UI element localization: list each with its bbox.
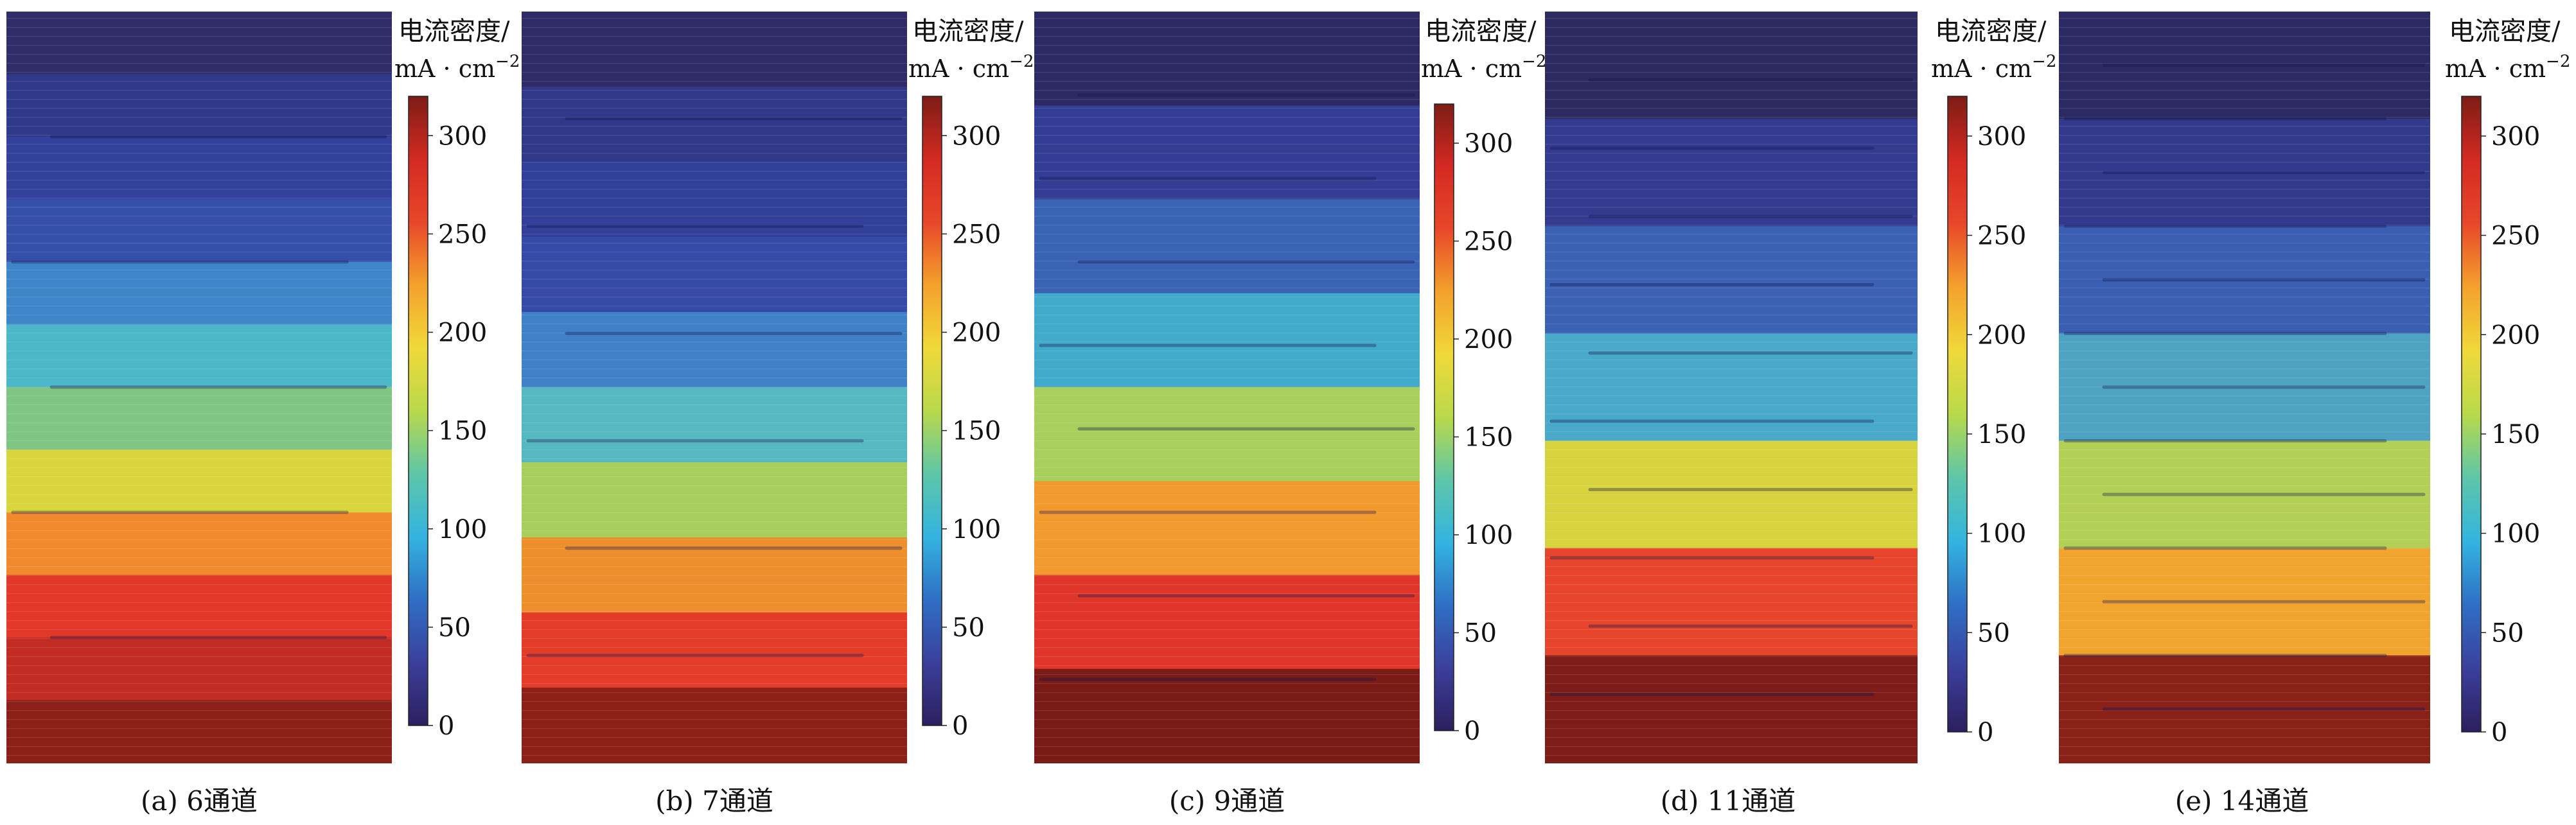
panel-1: 0 50 100 150 200 250 300 电流密度/mA · cm−2 (a) 6通道 [6,12,520,817]
panel-3: 0 50 100 150 200 250 300 电流密度/mA · cm−2 (c) 9通道 [1034,12,1546,817]
serpentine-texture [2059,12,2430,763]
colorbar-unit: mA · cm−2 [394,52,520,83]
colorbar-tick-label: 100 [1464,521,1513,550]
colorbar-tick-label: 200 [2491,320,2540,350]
panel-4: 0 50 100 150 200 250 300 电流密度/mA · cm−2 (d) 11通道 [1545,12,2056,817]
colorbar-tick-label: 100 [438,515,487,544]
colorbar-tick-label: 250 [1464,227,1513,257]
serpentine-texture [6,12,392,763]
colorbar-tick-label: 250 [438,220,487,249]
colorbar-tick-label: 150 [438,417,487,446]
colorbar-title: 电流密度/ [912,17,1024,46]
colorbar [922,96,942,726]
colorbar-tick-label: 50 [2491,618,2524,648]
panel-caption: (c) 9通道 [1169,785,1285,817]
colorbar-tick-label: 200 [1977,320,2026,350]
colorbar-tick-label: 100 [952,515,1001,544]
panel-2: 0 50 100 150 200 250 300 电流密度/mA · cm−2 (b) 7通道 [522,12,1034,817]
colorbar-tick-label: 50 [1464,619,1497,648]
colorbar-tick-label: 100 [2491,519,2540,549]
colorbar-tick-label: 150 [2491,420,2540,449]
colorbar-tick-label: 100 [1977,519,2026,549]
colorbar-unit: mA · cm−2 [2445,52,2570,83]
colorbar-title: 电流密度/ [1425,17,1537,46]
colorbar-tick-label: 150 [952,417,1001,446]
colorbar-tick-label: 300 [438,121,487,151]
colorbar-tick-label: 50 [952,613,985,643]
colorbar-tick-label: 0 [1464,716,1480,746]
colorbar-tick-label: 250 [2491,221,2540,251]
panel-caption: (a) 6通道 [141,785,258,817]
colorbar [1434,103,1454,731]
colorbar-tick-label: 200 [1464,325,1513,354]
colorbar-unit: mA · cm−2 [1931,52,2056,83]
colorbar-title: 电流密度/ [398,17,510,46]
panel-caption: (d) 11通道 [1661,785,1795,817]
colorbar-tick-label: 50 [438,613,471,643]
colorbar [2461,96,2482,733]
colorbar-tick-label: 200 [438,318,487,348]
panel-caption: (b) 7通道 [655,785,773,817]
colorbar-tick-label: 0 [1977,718,1993,747]
colorbar-tick-label: 300 [1464,129,1513,159]
colorbar-tick-label: 50 [1977,618,2010,648]
colorbar-tick-label: 150 [1464,423,1513,453]
colorbar-tick-label: 0 [2491,718,2507,747]
colorbar-tick-label: 300 [1977,122,2026,152]
colorbar-tick-label: 0 [438,711,454,741]
colorbar-tick-label: 0 [952,711,968,741]
colorbar-title: 电流密度/ [1935,17,2047,46]
colorbar-tick-label: 300 [952,121,1001,151]
colorbar-unit: mA · cm−2 [1421,52,1546,83]
serpentine-texture [522,12,907,763]
panel-caption: (e) 14通道 [2175,785,2309,817]
colorbar-title: 电流密度/ [2449,17,2561,46]
colorbar-tick-label: 250 [1977,221,2026,251]
colorbar-tick-label: 250 [952,220,1001,249]
colorbar-tick-label: 200 [952,318,1001,348]
colorbar [1947,96,1968,733]
colorbar [408,96,428,726]
colorbar-unit: mA · cm−2 [908,52,1034,83]
colorbar-tick-label: 150 [1977,420,2026,449]
serpentine-texture [1034,12,1420,763]
panel-5: 0 50 100 150 200 250 300 电流密度/mA · cm−2 (e) 14通道 [2059,12,2570,817]
colorbar-tick-label: 300 [2491,122,2540,152]
serpentine-texture [1545,12,1918,763]
